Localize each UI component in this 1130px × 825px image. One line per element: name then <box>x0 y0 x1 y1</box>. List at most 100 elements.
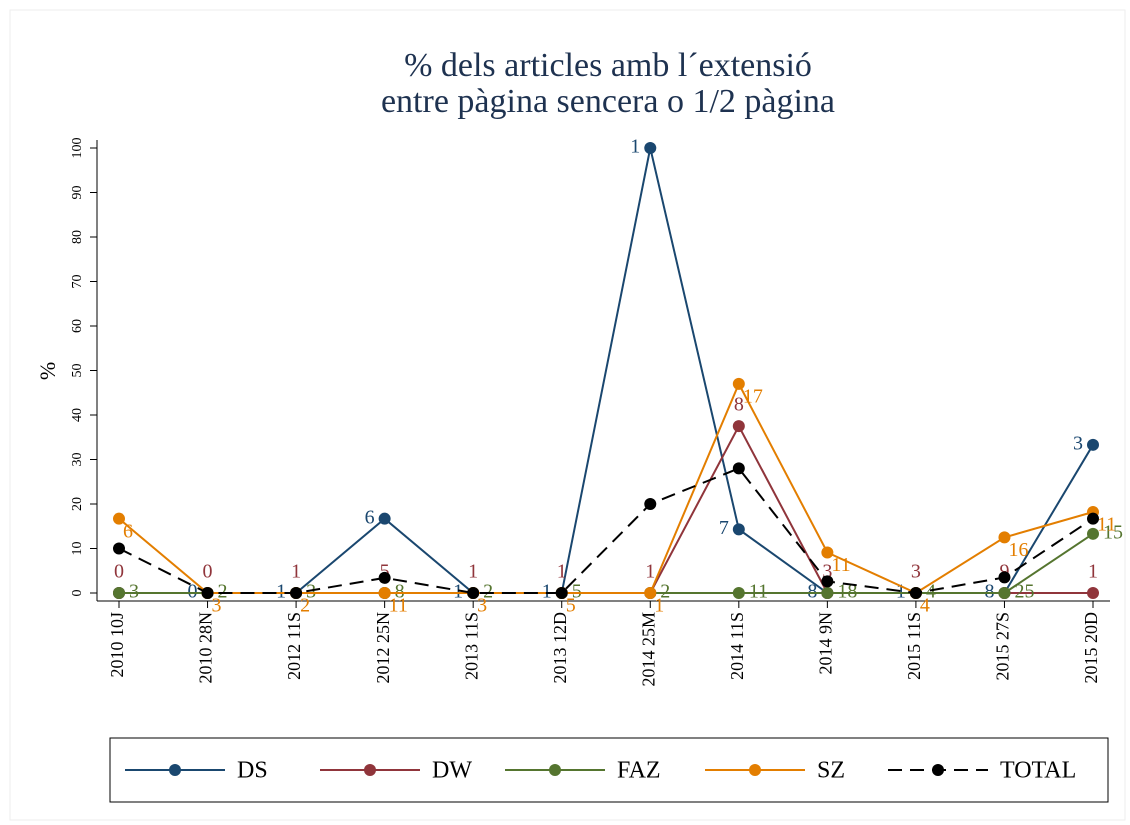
x-tick-label: 2015 20D <box>1081 612 1101 684</box>
point-label: 1 <box>896 581 906 603</box>
point-label: 1 <box>542 581 552 603</box>
data-point <box>378 571 391 584</box>
background <box>9 9 1126 821</box>
point-label: 3 <box>1073 432 1083 454</box>
legend-marker <box>749 764 761 776</box>
point-label: 2 <box>660 581 670 603</box>
y-tick-label: 80 <box>70 230 85 244</box>
point-label: 1 <box>557 561 567 583</box>
data-point <box>378 512 391 525</box>
point-label: 5 <box>566 595 576 617</box>
point-label: 11 <box>1097 514 1116 536</box>
data-point <box>909 587 922 599</box>
point-label: 3 <box>822 561 832 583</box>
data-point <box>290 587 303 599</box>
legend-label: DW <box>432 758 472 784</box>
point-label: 11 <box>831 554 850 576</box>
chart-title: entre pàgina sencera o 1/2 pàgina <box>381 83 835 120</box>
data-point <box>732 420 745 433</box>
point-label: 1 <box>654 595 664 617</box>
data-point <box>1087 512 1099 525</box>
data-point <box>821 587 834 599</box>
data-point <box>732 377 745 390</box>
point-label: 8 <box>734 394 744 416</box>
data-point <box>821 575 834 588</box>
point-label: 1 <box>291 561 301 583</box>
point-label: 0 <box>114 561 124 583</box>
point-label: 1 <box>1088 561 1098 583</box>
data-point <box>201 587 214 599</box>
x-tick-label: 2012 11S <box>284 612 304 680</box>
data-point <box>732 462 745 475</box>
legend-marker <box>549 764 561 776</box>
point-label: 8 <box>984 581 994 603</box>
data-point <box>732 523 745 536</box>
point-label: 6 <box>365 506 375 528</box>
data-point <box>821 546 834 559</box>
point-label: 3 <box>477 595 487 617</box>
data-point <box>555 587 568 599</box>
x-tick-label: 2010 10J <box>107 612 127 678</box>
point-label: 25 <box>1014 581 1034 603</box>
data-point <box>1087 438 1099 451</box>
series-line <box>118 381 1094 595</box>
x-tick-label: 2013 12D <box>550 612 570 684</box>
data-point <box>113 587 125 599</box>
point-label: 18 <box>837 581 857 603</box>
data-point <box>998 587 1011 599</box>
point-label: 6 <box>123 520 133 542</box>
point-label: 11 <box>749 581 768 603</box>
point-label: 1 <box>645 561 655 583</box>
point-label: 8 <box>395 581 405 603</box>
point-label: 3 <box>306 581 316 603</box>
chart-title: % dels articles amb l´extensió <box>404 47 812 84</box>
data-point <box>998 571 1011 584</box>
point-label: 7 <box>719 517 729 539</box>
x-tick-label: 2013 11S <box>461 612 481 680</box>
point-label: 2 <box>483 581 493 603</box>
series-line <box>118 467 1094 595</box>
point-label: 0 <box>188 581 198 603</box>
point-label: 3 <box>911 561 921 583</box>
point-label: 1 <box>630 136 640 158</box>
legend-label: FAZ <box>617 758 661 784</box>
y-tick-label: 70 <box>70 275 85 289</box>
data-point <box>644 498 657 510</box>
point-label: 1 <box>453 581 463 603</box>
data-point <box>732 587 745 599</box>
x-tick-label: 2015 27S <box>993 612 1013 681</box>
y-tick-label: 90 <box>70 186 85 200</box>
data-point <box>644 142 657 154</box>
y-axis-title: % <box>35 362 60 380</box>
point-label: 5 <box>380 561 390 583</box>
data-point <box>644 587 657 599</box>
point-label: 2 <box>218 581 228 603</box>
y-tick-label: 60 <box>70 319 85 333</box>
point-label: 0 <box>203 561 213 583</box>
y-tick-label: 20 <box>70 497 85 511</box>
point-label: 17 <box>743 385 763 407</box>
point-label: 8 <box>807 581 817 603</box>
point-label: 4 <box>926 581 936 603</box>
x-tick-label: 2012 25N <box>373 612 393 684</box>
y-tick-label: 0 <box>70 590 85 597</box>
point-label: 15 <box>1103 521 1123 543</box>
data-point <box>1087 527 1099 540</box>
legend-label: DS <box>237 758 268 784</box>
y-tick-label: 40 <box>70 408 85 422</box>
x-tick-label: 2014 25M <box>638 612 658 687</box>
point-label: 11 <box>389 595 408 617</box>
legend-label: TOTAL <box>1000 758 1076 784</box>
point-label: 1 <box>276 581 286 603</box>
legend-marker <box>169 764 181 776</box>
data-point <box>113 542 125 555</box>
x-tick-label: 2014 9N <box>815 612 835 675</box>
legend-marker <box>932 764 944 776</box>
data-point <box>467 587 480 599</box>
x-tick-label: 2014 11S <box>727 612 747 680</box>
point-label: 5 <box>572 581 582 603</box>
x-tick-label: 2010 28N <box>196 612 216 684</box>
data-point <box>113 512 125 525</box>
y-tick-label: 50 <box>70 364 85 378</box>
